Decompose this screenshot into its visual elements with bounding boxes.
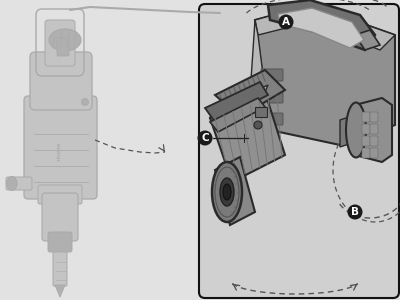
Polygon shape (210, 85, 268, 118)
Polygon shape (215, 157, 255, 225)
Ellipse shape (223, 184, 231, 200)
FancyBboxPatch shape (6, 177, 32, 190)
FancyBboxPatch shape (261, 69, 283, 81)
FancyBboxPatch shape (370, 148, 378, 158)
Circle shape (82, 98, 88, 106)
Polygon shape (268, 0, 375, 50)
Ellipse shape (212, 162, 242, 222)
FancyBboxPatch shape (370, 136, 378, 146)
Polygon shape (278, 8, 364, 48)
FancyBboxPatch shape (53, 246, 67, 286)
FancyBboxPatch shape (199, 4, 399, 298)
Polygon shape (355, 98, 392, 162)
FancyBboxPatch shape (362, 148, 370, 158)
FancyBboxPatch shape (45, 20, 75, 66)
Polygon shape (255, 5, 395, 50)
Ellipse shape (7, 176, 17, 190)
Polygon shape (215, 70, 285, 117)
Polygon shape (210, 98, 265, 132)
Polygon shape (355, 30, 380, 50)
FancyBboxPatch shape (57, 38, 69, 56)
FancyBboxPatch shape (362, 136, 370, 146)
FancyBboxPatch shape (261, 113, 283, 125)
Ellipse shape (220, 178, 234, 206)
FancyBboxPatch shape (362, 112, 370, 122)
Circle shape (278, 14, 294, 29)
Text: C: C (201, 133, 209, 143)
FancyBboxPatch shape (370, 112, 378, 122)
FancyBboxPatch shape (42, 193, 78, 241)
FancyBboxPatch shape (38, 185, 82, 204)
FancyBboxPatch shape (48, 232, 72, 252)
Bar (255, 107, 267, 117)
Text: A: A (282, 17, 290, 27)
Text: B: B (351, 207, 359, 217)
Polygon shape (205, 82, 268, 122)
Polygon shape (210, 92, 285, 182)
Polygon shape (255, 5, 395, 145)
FancyBboxPatch shape (261, 91, 283, 103)
FancyBboxPatch shape (370, 124, 378, 134)
Ellipse shape (346, 103, 366, 158)
FancyBboxPatch shape (30, 52, 92, 110)
Circle shape (254, 121, 262, 129)
FancyBboxPatch shape (24, 96, 97, 199)
Polygon shape (340, 115, 355, 147)
FancyBboxPatch shape (362, 124, 370, 134)
Ellipse shape (49, 29, 81, 51)
Text: TRUPER: TRUPER (58, 143, 62, 161)
Circle shape (348, 205, 362, 220)
Circle shape (198, 130, 212, 146)
Polygon shape (248, 20, 270, 132)
Polygon shape (55, 285, 65, 297)
